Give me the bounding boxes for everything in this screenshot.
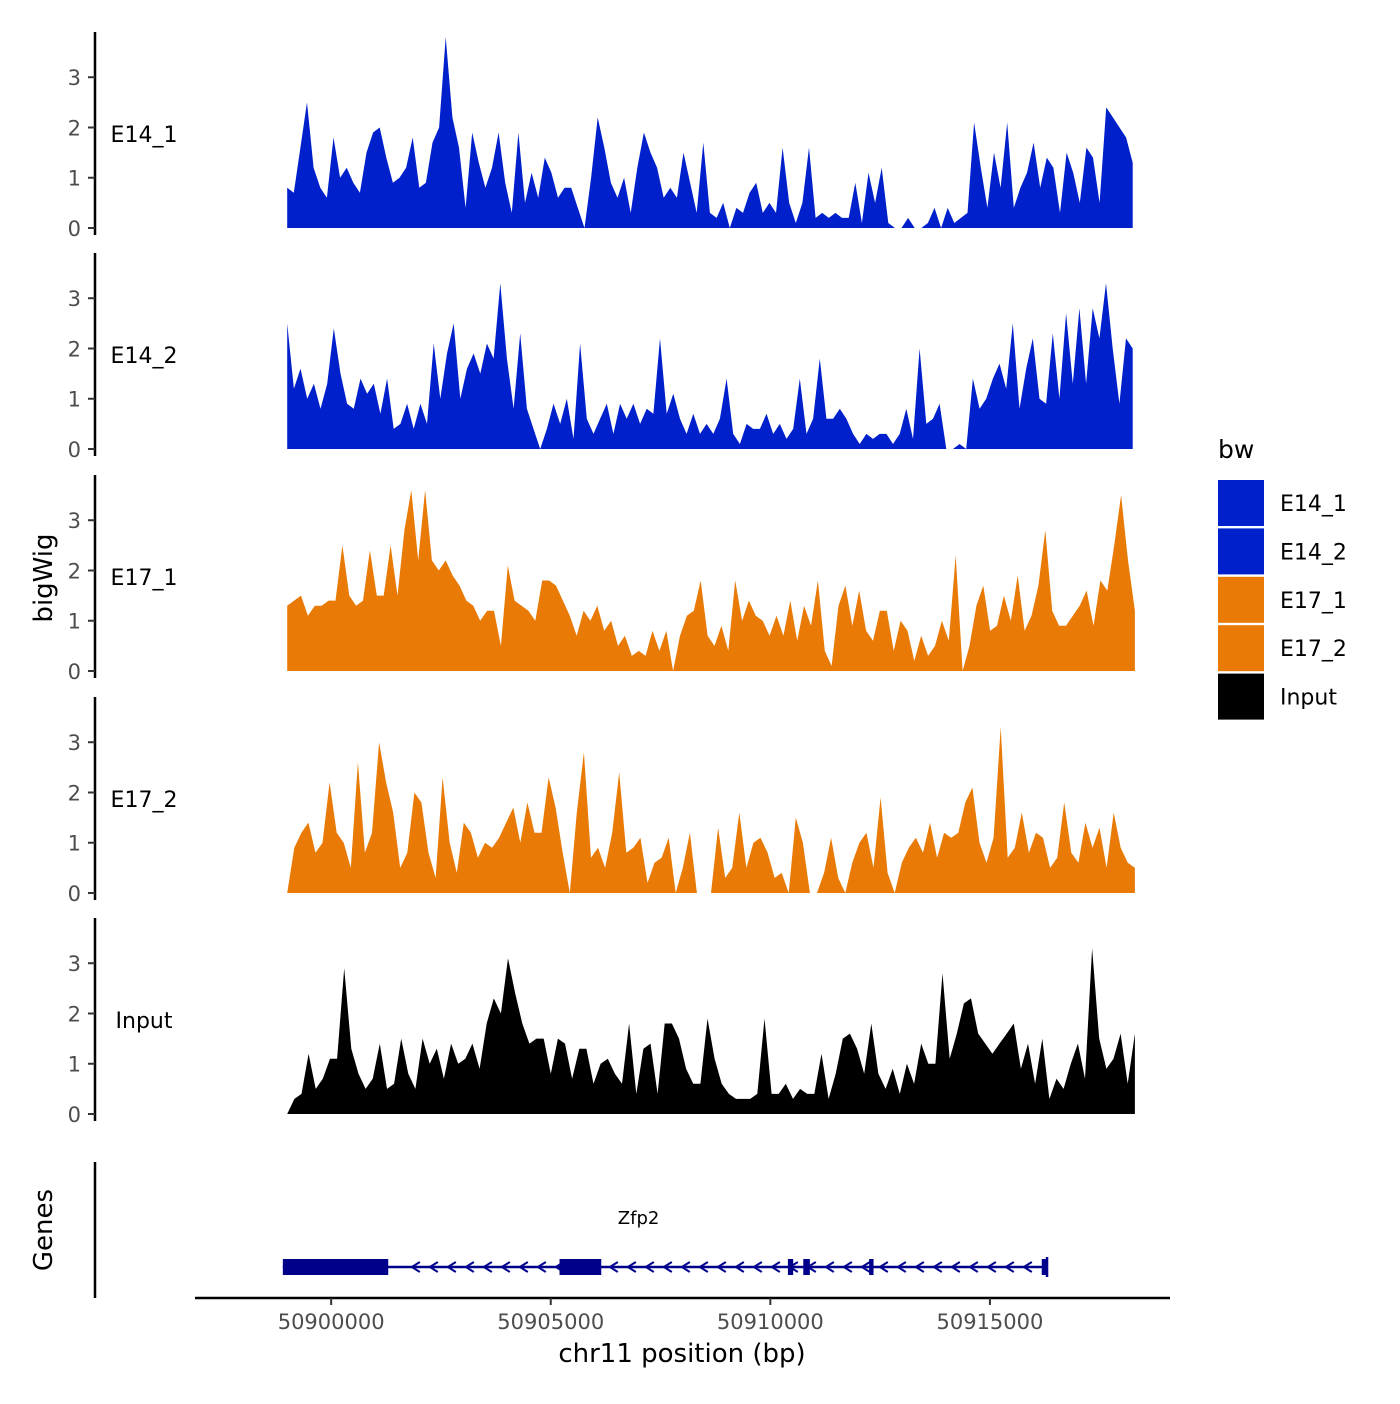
y-tick-label: 3 bbox=[68, 731, 81, 755]
gene-exon bbox=[869, 1259, 874, 1275]
x-axis: chr11 position (bp) 50900000 50905000 5091… bbox=[195, 1296, 1170, 1369]
gene-exon bbox=[559, 1259, 602, 1275]
strand-arrow bbox=[949, 1261, 961, 1273]
strand-arrow bbox=[841, 1261, 853, 1273]
tracks-layer: 0 1 2 3 E14_1 0 1 2 3 E14_2 0 1 2 3 E17_1 0 1 2 3 E17_2 0 1 2 3… bbox=[68, 32, 1135, 1127]
strand-arrow bbox=[859, 1261, 871, 1273]
legend-key-E17_2 bbox=[1218, 625, 1264, 672]
strand-arrow bbox=[1003, 1261, 1015, 1273]
y-axis-title: bigWig bbox=[29, 533, 59, 622]
legend-label-E17_2: E17_2 bbox=[1280, 637, 1347, 662]
strand-arrow bbox=[499, 1261, 511, 1273]
y-tick-label: 0 bbox=[68, 1103, 81, 1127]
strand-arrow bbox=[895, 1261, 907, 1273]
strand-arrow bbox=[715, 1261, 727, 1273]
strand-arrow bbox=[409, 1261, 421, 1273]
legend: bw E14_1 E14_2 E17_1 E17_2 Input bbox=[1218, 435, 1347, 720]
strand-arrow bbox=[679, 1261, 691, 1273]
y-tick-label: 0 bbox=[68, 882, 81, 906]
gene-exon bbox=[282, 1259, 389, 1275]
gene-name-label: Zfp2 bbox=[618, 1208, 660, 1229]
track-label-E17_1: E17_1 bbox=[111, 566, 178, 591]
strand-arrow bbox=[427, 1261, 439, 1273]
gene-exon bbox=[787, 1259, 794, 1275]
track-panel-E17_2: 0 1 2 3 E17_2 bbox=[68, 697, 1135, 906]
x-tick-label: 50915000 bbox=[936, 1310, 1043, 1334]
strand-arrow bbox=[481, 1261, 493, 1273]
legend-key-E14_2 bbox=[1218, 528, 1264, 575]
strand-arrow bbox=[913, 1261, 925, 1273]
track-panel-E14_1: 0 1 2 3 E14_1 bbox=[68, 32, 1133, 241]
track-label-E14_1: E14_1 bbox=[111, 123, 178, 148]
y-tick-label: 1 bbox=[68, 167, 81, 191]
strand-arrow bbox=[967, 1261, 979, 1273]
y-tick-label: 3 bbox=[68, 287, 81, 311]
track-panel-E17_1: 0 1 2 3 E17_1 bbox=[68, 475, 1135, 684]
y-tick-label: 1 bbox=[68, 610, 81, 634]
coverage-area-E14_2 bbox=[287, 283, 1133, 449]
y-tick-label: 1 bbox=[68, 832, 81, 856]
y-tick-label: 0 bbox=[68, 217, 81, 241]
y-tick-label: 2 bbox=[68, 337, 81, 361]
x-tick-label: 50910000 bbox=[717, 1310, 824, 1334]
strand-arrow bbox=[823, 1261, 835, 1273]
coverage-area-E17_2 bbox=[287, 727, 1135, 893]
strand-arrow bbox=[535, 1261, 547, 1273]
strand-arrow bbox=[643, 1261, 655, 1273]
coverage-area-Input bbox=[287, 948, 1135, 1114]
y-tick-label: 2 bbox=[68, 116, 81, 140]
strand-arrow bbox=[463, 1261, 475, 1273]
legend-label-E14_2: E14_2 bbox=[1280, 540, 1347, 565]
y-tick-label: 1 bbox=[68, 388, 81, 412]
legend-label-Input: Input bbox=[1280, 686, 1337, 711]
legend-label-E14_1: E14_1 bbox=[1280, 492, 1347, 517]
track-panel-Input: 0 1 2 3 Input bbox=[68, 918, 1135, 1127]
strand-arrow bbox=[733, 1261, 745, 1273]
track-label-E17_2: E17_2 bbox=[111, 788, 178, 813]
legend-title: bw bbox=[1218, 435, 1254, 464]
track-panel-E14_2: 0 1 2 3 E14_2 bbox=[68, 253, 1133, 462]
gene-track: Genes Zfp2 bbox=[29, 1162, 1049, 1298]
legend-key-Input bbox=[1218, 673, 1264, 720]
coverage-area-E17_1 bbox=[287, 490, 1135, 671]
strand-arrow bbox=[985, 1261, 997, 1273]
coverage-area-E14_1 bbox=[287, 37, 1133, 228]
gene-exon bbox=[1041, 1259, 1048, 1275]
strand-arrow bbox=[697, 1261, 709, 1273]
genes-label: Genes bbox=[29, 1189, 59, 1271]
strand-arrow bbox=[751, 1261, 763, 1273]
track-label-E14_2: E14_2 bbox=[111, 344, 178, 369]
x-axis-title: chr11 position (bp) bbox=[558, 1339, 805, 1369]
y-tick-label: 3 bbox=[68, 66, 81, 90]
strand-arrow bbox=[607, 1261, 619, 1273]
strand-arrow bbox=[445, 1261, 457, 1273]
legend-key-E14_1 bbox=[1218, 480, 1264, 526]
gene-exon bbox=[803, 1259, 810, 1275]
strand-arrow bbox=[769, 1261, 781, 1273]
y-tick-label: 1 bbox=[68, 1053, 81, 1077]
strand-arrow bbox=[931, 1261, 943, 1273]
y-tick-label: 0 bbox=[68, 438, 81, 462]
strand-arrow bbox=[877, 1261, 889, 1273]
strand-arrow bbox=[517, 1261, 529, 1273]
y-tick-label: 2 bbox=[68, 559, 81, 583]
y-tick-label: 3 bbox=[68, 952, 81, 976]
y-tick-label: 0 bbox=[68, 660, 81, 684]
x-tick-label: 50900000 bbox=[278, 1310, 385, 1334]
strand-arrow bbox=[625, 1261, 637, 1273]
track-label-Input: Input bbox=[116, 1009, 173, 1034]
strand-arrow bbox=[661, 1261, 673, 1273]
legend-label-E17_1: E17_1 bbox=[1280, 589, 1347, 614]
y-tick-label: 2 bbox=[68, 1002, 81, 1026]
x-tick-label: 50905000 bbox=[497, 1310, 604, 1334]
y-tick-label: 2 bbox=[68, 781, 81, 805]
legend-key-E17_1 bbox=[1218, 576, 1264, 623]
strand-arrow bbox=[1021, 1261, 1033, 1273]
y-tick-label: 3 bbox=[68, 509, 81, 533]
